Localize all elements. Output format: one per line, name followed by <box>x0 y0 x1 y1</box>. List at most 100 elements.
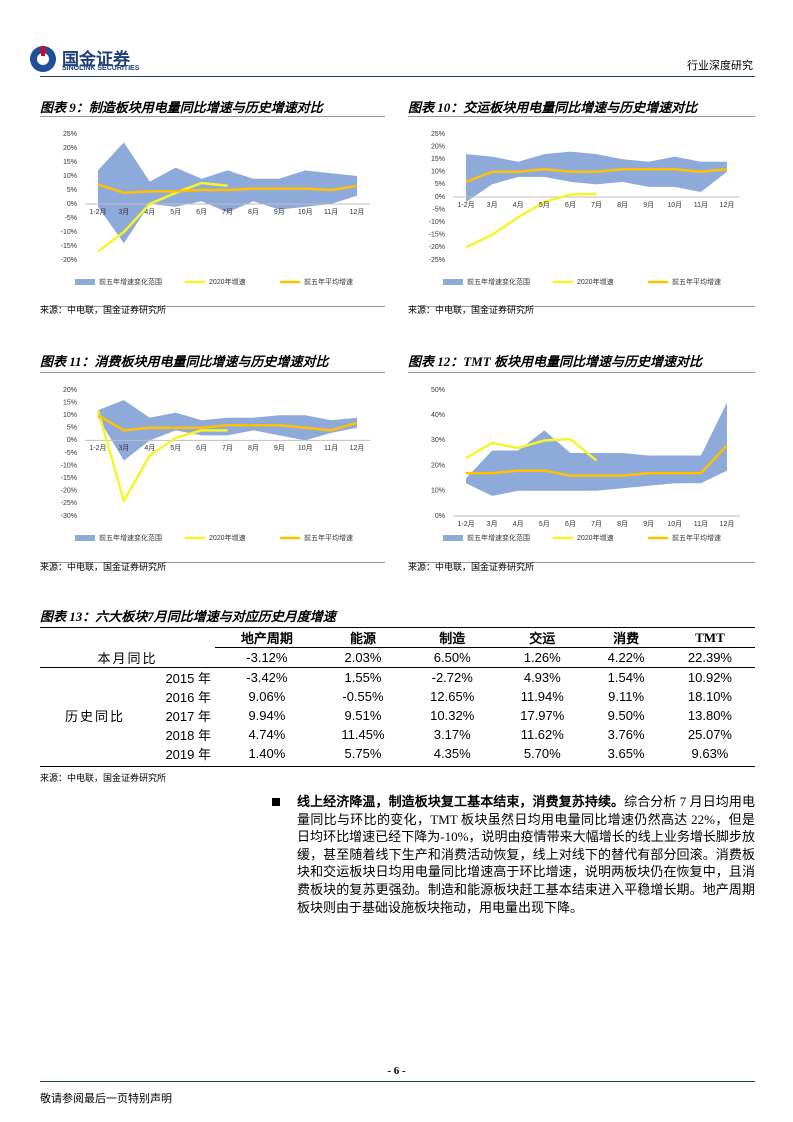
legend-label: 前五年平均增速 <box>672 277 721 286</box>
figure-title: 图表 11：消费板块用电量同比增速与历史增速对比 <box>40 354 329 369</box>
y-tick-label: -20% <box>429 244 445 251</box>
header-cell: 能源 <box>318 628 408 648</box>
chart: -20% -15% -10% -5% 0% 5% 10% 15% 20% 25% 1-2月 3月 4月 5… <box>61 131 370 286</box>
x-tick-label: 8月 <box>248 444 259 452</box>
x-tick-label: 1-2月 <box>89 208 106 216</box>
series-line <box>465 192 597 249</box>
y-tick-label: -5% <box>65 450 77 457</box>
x-tick-label: 3月 <box>487 201 498 209</box>
cell: 9.50% <box>607 708 645 723</box>
y-tick-label: 10% <box>63 173 77 180</box>
cell: 5.70% <box>523 746 561 761</box>
header-cell: 消费 <box>587 628 665 648</box>
x-tick-label: 12月 <box>720 520 735 528</box>
x-tick-label: 7月 <box>222 208 233 216</box>
legend-swatch <box>443 535 463 541</box>
x-tick-label: 9月 <box>643 520 654 528</box>
x-tick-label: 7月 <box>591 520 602 528</box>
cell: -3.12% <box>215 647 319 668</box>
range-band <box>97 400 358 461</box>
x-tick-label: 11月 <box>694 520 708 528</box>
y-tick-label: -5% <box>433 206 445 213</box>
cell: -2.72% <box>431 670 473 685</box>
legend-label: 2020年增速 <box>209 533 246 542</box>
cell: 9.94% <box>248 708 286 723</box>
y-tick-label: -25% <box>61 500 77 507</box>
series-line <box>97 183 358 195</box>
chart: -25% -20% -15% -10% -5% 0% 5% 10% 15% 20% 25% 1-2月 3… <box>429 131 740 286</box>
footer-rule <box>40 1081 755 1082</box>
row-label: 本月同比 <box>40 647 215 668</box>
x-tick-label: 5月 <box>539 201 550 209</box>
y-tick-label: -15% <box>61 243 77 250</box>
cell: 3.65% <box>607 746 645 761</box>
legend-label: 前五年平均增速 <box>672 533 721 542</box>
x-tick-label: 6月 <box>196 208 207 216</box>
legend-label: 前五年平均增速 <box>304 533 353 542</box>
series-line <box>97 414 358 432</box>
cell: 1.54% <box>607 670 645 685</box>
cell: 25.07% <box>687 727 732 742</box>
x-tick-label: 12月 <box>350 444 365 452</box>
source-note: 来源：中电联，国金证券研究所 <box>408 305 535 315</box>
x-tick-label: 4月 <box>513 201 524 209</box>
legend-label: 前五年增速变化范围 <box>99 277 162 286</box>
x-tick-label: 1-2月 <box>457 201 474 209</box>
x-tick-label: 3月 <box>118 444 129 452</box>
row-year: 2018 年 <box>165 728 211 743</box>
cell: 2.03% <box>318 647 408 668</box>
y-tick-label: 20% <box>63 387 77 394</box>
x-tick-label: 12月 <box>720 201 735 209</box>
header-rule <box>40 76 755 77</box>
cell: 3.76% <box>607 727 645 742</box>
paragraph: 线上经济降温，制造板块复工基本结束，消费复苏持续。综合分析 7 月日均用电量同比… <box>297 793 755 916</box>
legend-label: 2020年增速 <box>577 277 614 286</box>
legend-label: 2020年增速 <box>577 533 614 542</box>
table-body: 地产周期 能源 制造 交运 消费 TMT 本月同比 -3.12% 2.03% 6.50% 1.26%… <box>40 628 755 763</box>
cell: 1.55% <box>344 670 382 685</box>
y-tick-label: 20% <box>431 143 445 150</box>
cell: 1.26% <box>497 647 588 668</box>
y-tick-label: 15% <box>63 159 77 166</box>
y-tick-label: 15% <box>63 399 77 406</box>
table-title: 图表 13：六大板块7月同比增速与对应历史月度增速 <box>40 606 755 628</box>
cell: -0.55% <box>342 689 384 704</box>
cell: 11.62% <box>520 727 564 742</box>
y-tick-label: 10% <box>63 412 77 419</box>
cell: 13.80% <box>687 708 732 723</box>
cell: 9.11% <box>608 689 645 704</box>
cell: 3.17% <box>433 727 471 742</box>
row-year: 2016 年 <box>165 690 211 705</box>
row: 本月同比 -3.12% 2.03% 6.50% 1.26% 4.22% 22.39% <box>40 647 755 668</box>
y-tick-label: 10% <box>431 169 445 176</box>
cell: 6.50% <box>407 647 498 668</box>
x-tick-label: 11月 <box>324 208 338 216</box>
x-tick-label: 10月 <box>298 208 313 216</box>
y-tick-label: 40% <box>431 412 445 419</box>
y-tick-label: -15% <box>429 232 445 239</box>
source-note: 来源：中电联，国金证券研究所 <box>40 305 167 315</box>
header-row: 地产周期 能源 制造 交运 消费 TMT <box>40 628 755 648</box>
y-tick-label: -20% <box>61 488 77 495</box>
y-tick-label: 25% <box>63 131 77 138</box>
company-name-en: SINOLINK SECURITIES <box>62 65 140 72</box>
x-tick-label: 7月 <box>222 444 233 452</box>
row-year: 2015 年 <box>165 671 211 686</box>
x-tick-label: 5月 <box>170 208 181 216</box>
cell: 17.97% <box>520 708 565 723</box>
y-tick-label: 0% <box>67 437 77 444</box>
source-note: 来源：中电联，国金证券研究所 <box>40 562 167 572</box>
cell: 22.39% <box>664 647 755 668</box>
cell: 4.93% <box>523 670 561 685</box>
x-tick-label: 11月 <box>694 201 708 209</box>
cell: 9.51% <box>344 708 382 723</box>
paragraph-lead: 线上经济降温，制造板块复工基本结束，消费复苏持续。 <box>297 794 625 809</box>
series-line <box>97 181 228 253</box>
x-tick-label: 4月 <box>144 208 155 216</box>
y-tick-label: 0% <box>435 194 445 201</box>
x-tick-label: 5月 <box>170 444 181 452</box>
x-tick-label: 4月 <box>513 520 524 528</box>
x-tick-label: 9月 <box>274 208 285 216</box>
cell: 4.22% <box>587 647 665 668</box>
